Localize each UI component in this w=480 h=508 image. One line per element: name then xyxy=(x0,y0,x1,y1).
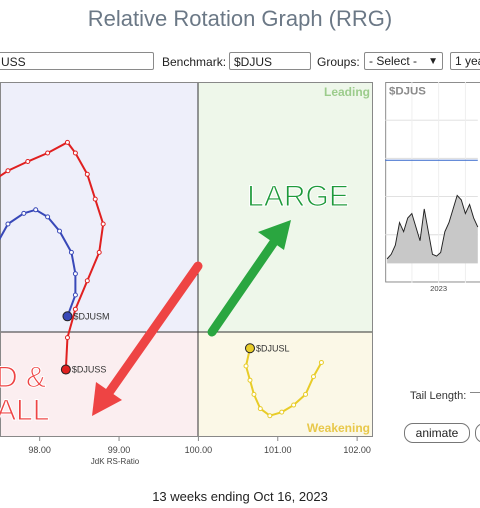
x-tick-label: 98.00 xyxy=(28,445,51,455)
tail-point xyxy=(267,413,273,419)
benchmark-label: Benchmark: xyxy=(162,55,227,69)
next-button[interactable] xyxy=(475,423,480,443)
tail-point xyxy=(318,359,324,365)
tail-point xyxy=(291,402,297,408)
groups-label: Groups: xyxy=(317,55,360,69)
tail-line-1 xyxy=(0,208,77,317)
tail-point xyxy=(100,221,106,227)
tail-point xyxy=(5,221,11,227)
x-axis-ticks: 98.00 99.00 100.00 101.00 102.00 xyxy=(28,437,371,455)
tail-point xyxy=(247,377,253,383)
tail-point xyxy=(310,374,316,380)
tail-head-point[interactable] xyxy=(62,311,73,322)
x-axis-label: JdK RS-Ratio xyxy=(91,457,140,466)
tail-head-point[interactable] xyxy=(60,364,71,375)
tail-point xyxy=(57,228,63,234)
tail-point xyxy=(68,249,74,255)
annotation-lagging-1: D & xyxy=(0,361,46,394)
tail-point xyxy=(84,278,90,284)
tail-point xyxy=(45,150,51,156)
quadrant-improving xyxy=(0,82,198,332)
footer-date-range: 13 weeks ending Oct 16, 2023 xyxy=(152,489,328,504)
chevron-down-icon: ▼ xyxy=(428,56,438,67)
quadrant-label-weakening: Weakening xyxy=(307,421,370,435)
tail-point xyxy=(96,249,102,255)
animate-button[interactable]: animate xyxy=(404,423,470,443)
series-label: $DJUSM xyxy=(73,311,109,321)
tail-point xyxy=(303,391,309,397)
tail-point xyxy=(92,196,98,202)
tail-point xyxy=(243,363,249,369)
tail-point xyxy=(72,306,78,312)
arrow-green xyxy=(207,220,291,337)
tail-point xyxy=(33,207,39,213)
quadrant-leading xyxy=(198,82,373,332)
tail-point xyxy=(72,271,78,277)
quadrant-label-leading: Leading xyxy=(324,85,370,99)
rrg-tails: $DJUSS $DJUSM $DJUSL xyxy=(0,139,324,419)
tail-length-label: Tail Length: xyxy=(410,390,467,402)
benchmark-input[interactable]: $DJUS xyxy=(229,52,311,70)
tail-length-slider[interactable] xyxy=(470,392,480,401)
quadrant-weakening xyxy=(198,332,373,437)
tail-line-0 xyxy=(0,141,105,370)
tail-point xyxy=(25,159,31,165)
tail-point xyxy=(5,168,11,174)
mini-chart-symbol: $DJUS xyxy=(389,85,426,97)
tail-point xyxy=(257,406,263,412)
symbols-input[interactable]: USS xyxy=(0,52,154,70)
series-label: $DJUSL xyxy=(256,343,290,353)
mini-chart-line xyxy=(386,194,479,260)
groups-select-value: - Select - xyxy=(369,54,418,68)
plot-border xyxy=(0,82,373,437)
annotation-large: LARGE xyxy=(247,180,349,213)
tail-point xyxy=(279,409,285,415)
rrg-chart[interactable]: $DJUSS $DJUSM $DJUSL 98.00 99.00 100.00 101.0… xyxy=(0,82,383,467)
tail-point xyxy=(21,210,27,216)
annotation-lagging-2: ALL xyxy=(0,394,49,427)
x-tick-label: 100.00 xyxy=(185,445,213,455)
tail-point xyxy=(72,292,78,298)
x-tick-label: 99.00 xyxy=(108,445,131,455)
tail-point xyxy=(84,171,90,177)
groups-select[interactable]: - Select - ▼ xyxy=(364,52,443,70)
page-title: Relative Rotation Graph (RRG) xyxy=(87,6,393,31)
tail-head-point[interactable] xyxy=(244,343,255,354)
tail-point xyxy=(64,335,70,341)
series-label: $DJUSS xyxy=(72,365,107,375)
period-select[interactable]: 1 yea xyxy=(450,52,480,70)
tail-point xyxy=(72,150,78,156)
benchmark-mini-chart: $DJUS 2023 xyxy=(385,82,480,292)
tail-point xyxy=(45,214,51,220)
arrow-red xyxy=(92,261,203,416)
period-select-value: 1 yea xyxy=(455,54,480,68)
tail-point xyxy=(251,391,257,397)
mini-chart-xtick: 2023 xyxy=(430,284,447,292)
tail-point xyxy=(64,139,70,145)
mini-chart-area xyxy=(387,195,478,264)
x-tick-label: 101.00 xyxy=(264,445,292,455)
x-tick-label: 102.00 xyxy=(343,445,371,455)
